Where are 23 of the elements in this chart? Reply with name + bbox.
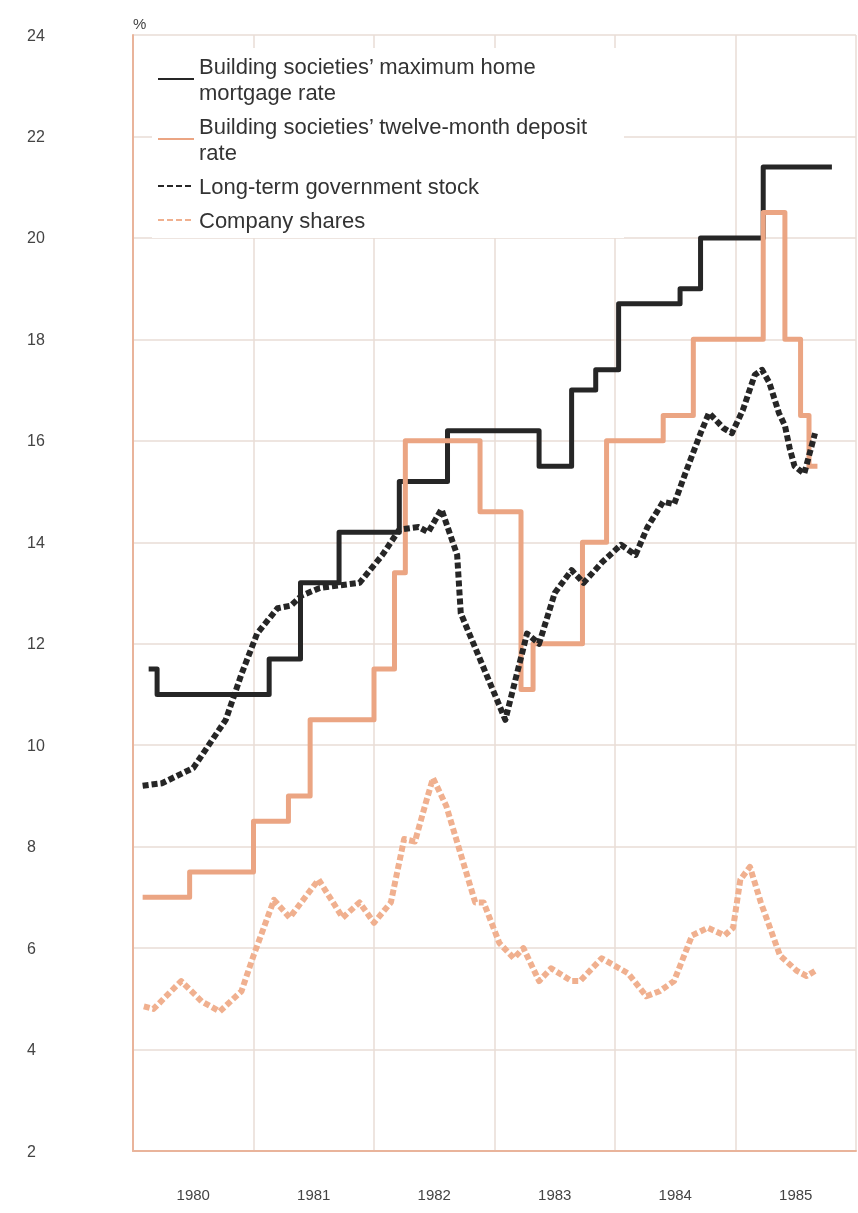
y-tick-label: 12 (27, 635, 45, 653)
y-tick-label: 4 (27, 1041, 36, 1059)
x-tick-label: 1982 (417, 1186, 451, 1203)
x-tick-label: 1984 (658, 1186, 692, 1203)
legend-label: Company shares (199, 207, 366, 233)
y-tick-label: 2 (27, 1142, 36, 1160)
y-tick-label: 20 (27, 229, 45, 247)
y-tick-label: 14 (27, 533, 45, 551)
x-tick-label: 1980 (176, 1186, 210, 1203)
y-tick-label: 8 (27, 838, 36, 856)
y-tick-label: 6 (27, 939, 36, 957)
x-tick-label: 1985 (779, 1186, 813, 1203)
y-tick-label: 10 (27, 736, 45, 754)
y-tick-label: 18 (27, 330, 45, 348)
y-tick-label: 24 (27, 26, 45, 44)
y-tick-label: 16 (27, 432, 45, 450)
x-tick-label: 1983 (538, 1186, 572, 1203)
legend-label: Long-term government stock (199, 173, 481, 199)
y-tick-label: 22 (27, 127, 45, 145)
x-tick-label: 1981 (297, 1186, 331, 1203)
legend-label: Building societies’ twelve-month deposit rate (199, 113, 594, 165)
y-axis-title: % (133, 15, 147, 32)
legend-label: Building societies’ maximum home mortgage rate (199, 53, 542, 105)
